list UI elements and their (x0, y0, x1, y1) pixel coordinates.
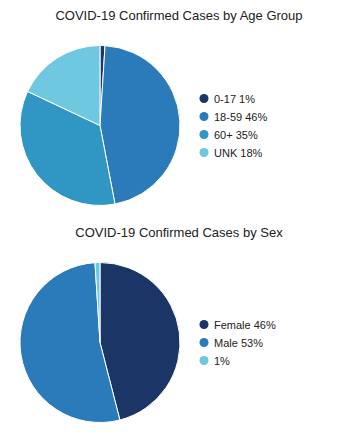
legend: Female 46% Male 53% 1% (200, 319, 276, 367)
legend-swatch (200, 130, 209, 139)
legend-swatch (200, 338, 209, 347)
legend-label: 18-59 46% (214, 111, 267, 123)
chart-title: COVID-19 Confirmed Cases by Age Group (55, 8, 302, 23)
chart-panel: COVID-19 Confirmed Cases by Age Group 0-1… (20, 8, 303, 206)
legend-label: Male 53% (214, 337, 263, 349)
legend-swatch (200, 112, 209, 121)
figure: COVID-19 Confirmed Cases by Age Group 0-1… (0, 0, 358, 434)
legend-label: 0-17 1% (214, 93, 255, 105)
legend-swatch (200, 356, 209, 365)
pie-slice (95, 263, 100, 343)
legend-label: 1% (214, 355, 230, 367)
legend: 0-17 1% 18-59 46% 60+ 35% UNK 18% (200, 93, 268, 159)
pie (20, 46, 180, 206)
legend-label: Female 46% (214, 319, 276, 331)
legend-label: 60+ 35% (214, 129, 258, 141)
pie-slice (28, 46, 100, 126)
legend-swatch (200, 320, 209, 329)
pie-slice (20, 263, 120, 423)
pie (20, 263, 180, 423)
legend-label: UNK 18% (214, 147, 263, 159)
chart-panel: COVID-19 Confirmed Cases by Sex Female 46… (20, 225, 283, 423)
legend-swatch (200, 148, 209, 157)
chart-title: COVID-19 Confirmed Cases by Sex (75, 225, 283, 240)
legend-swatch (200, 94, 209, 103)
pie-slice (100, 46, 180, 204)
